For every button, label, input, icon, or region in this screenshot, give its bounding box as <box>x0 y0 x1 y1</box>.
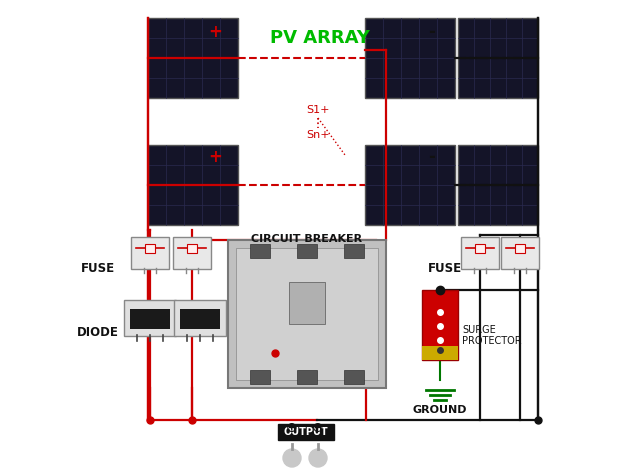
Bar <box>365 18 455 98</box>
Bar <box>475 244 485 253</box>
Text: GROUND: GROUND <box>413 405 467 415</box>
Text: ⊖: ⊖ <box>312 421 324 435</box>
Text: Sn+: Sn+ <box>306 130 330 140</box>
Text: CIRCUIT BREAKER: CIRCUIT BREAKER <box>251 234 363 244</box>
Bar <box>187 244 197 253</box>
Bar <box>250 370 269 384</box>
Bar <box>297 370 317 384</box>
FancyBboxPatch shape <box>501 237 539 269</box>
Text: +: + <box>208 23 222 41</box>
Bar <box>297 244 317 258</box>
Bar <box>228 240 386 388</box>
Bar <box>422 290 458 360</box>
FancyBboxPatch shape <box>174 300 226 336</box>
Bar <box>345 370 364 384</box>
Text: S1+: S1+ <box>306 105 330 115</box>
Text: -: - <box>428 148 435 166</box>
Text: DIODE: DIODE <box>77 326 119 340</box>
Bar <box>365 145 455 225</box>
Bar <box>345 244 364 258</box>
FancyBboxPatch shape <box>124 300 176 336</box>
Text: OUTPUT: OUTPUT <box>284 427 328 437</box>
Bar <box>458 18 538 98</box>
Text: ⊕: ⊕ <box>286 421 298 435</box>
Bar <box>130 309 170 329</box>
Bar <box>148 145 238 225</box>
Bar <box>422 346 458 360</box>
Circle shape <box>283 449 301 467</box>
FancyBboxPatch shape <box>173 237 211 269</box>
Text: +: + <box>208 148 222 166</box>
Text: SURGE: SURGE <box>462 325 496 335</box>
Bar <box>250 244 269 258</box>
Text: PV ARRAY: PV ARRAY <box>270 29 370 47</box>
FancyBboxPatch shape <box>461 237 499 269</box>
Bar <box>148 18 238 98</box>
Text: FUSE: FUSE <box>81 262 115 274</box>
Bar <box>236 248 378 380</box>
Bar <box>180 309 220 329</box>
Bar <box>289 282 325 324</box>
FancyBboxPatch shape <box>131 237 169 269</box>
Bar <box>458 145 538 225</box>
Text: PROTECTOR: PROTECTOR <box>462 336 522 346</box>
Text: -: - <box>428 23 435 41</box>
Bar <box>278 424 334 440</box>
Bar <box>515 244 525 253</box>
Circle shape <box>309 449 327 467</box>
Bar <box>145 244 155 253</box>
Text: FUSE: FUSE <box>428 262 462 274</box>
